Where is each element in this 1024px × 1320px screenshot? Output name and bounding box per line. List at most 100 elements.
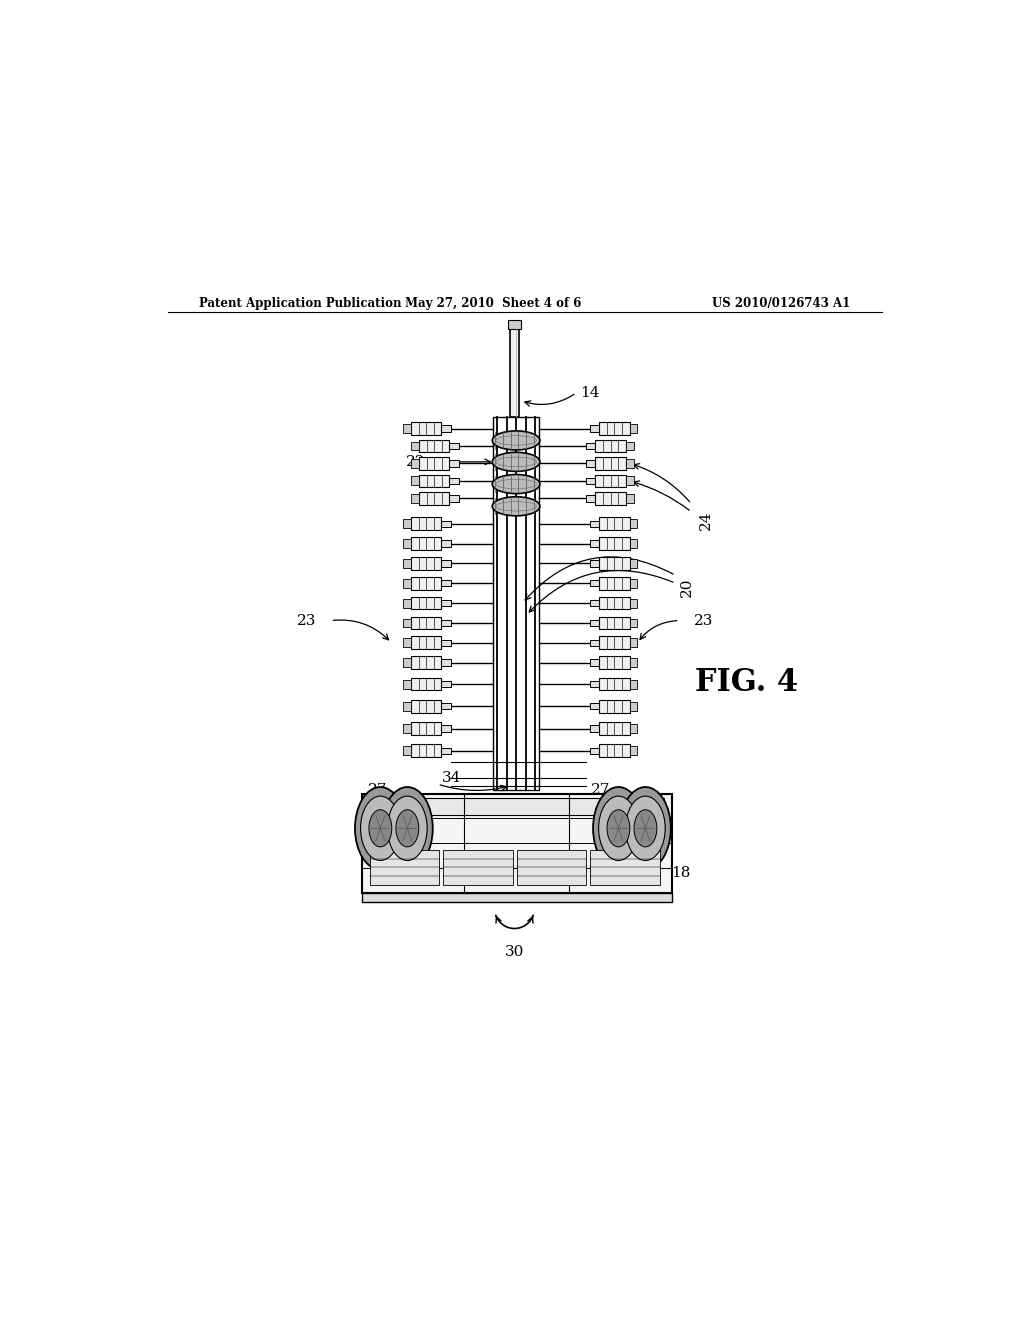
Bar (412, 744, 441, 758)
Bar (586, 478, 595, 484)
Bar (508, 319, 521, 329)
Bar (630, 424, 638, 433)
Bar (370, 797, 664, 816)
Bar (441, 640, 451, 645)
Bar (590, 640, 599, 645)
Bar (403, 702, 412, 710)
Bar (590, 579, 599, 586)
Bar (412, 722, 441, 735)
Bar (412, 537, 441, 550)
Text: May 27, 2010  Sheet 4 of 6: May 27, 2010 Sheet 4 of 6 (404, 297, 582, 310)
Bar (595, 440, 626, 453)
Bar (412, 459, 419, 467)
Bar (599, 636, 630, 649)
Bar (441, 747, 451, 754)
Text: 27: 27 (591, 783, 610, 796)
Bar (586, 461, 595, 466)
Bar (626, 441, 634, 450)
Bar (441, 560, 451, 566)
Text: 22: 22 (407, 455, 426, 469)
Bar (595, 475, 626, 487)
Bar (412, 494, 419, 503)
Bar (599, 597, 630, 610)
Text: 30: 30 (505, 945, 524, 960)
Ellipse shape (599, 796, 638, 861)
Bar (590, 425, 599, 432)
Bar (599, 744, 630, 758)
Ellipse shape (493, 453, 540, 471)
Bar (403, 619, 412, 627)
Bar (630, 558, 638, 568)
Bar (590, 681, 599, 688)
Bar (510, 329, 519, 417)
Bar (412, 477, 419, 486)
Bar (412, 577, 441, 590)
Bar (630, 702, 638, 710)
Bar (412, 656, 441, 669)
Text: 27: 27 (369, 783, 388, 796)
Bar (403, 680, 412, 689)
Bar (412, 677, 441, 690)
Bar (599, 577, 630, 590)
Bar (441, 725, 451, 731)
Text: 24: 24 (699, 510, 714, 529)
Ellipse shape (621, 787, 671, 870)
Text: 18: 18 (672, 866, 691, 880)
Bar (412, 616, 441, 630)
Bar (403, 424, 412, 433)
Bar (419, 457, 450, 470)
Bar (599, 656, 630, 669)
Ellipse shape (382, 787, 433, 870)
Ellipse shape (369, 809, 392, 847)
Bar (494, 417, 539, 789)
Bar (599, 422, 630, 434)
Bar (419, 475, 450, 487)
Bar (450, 495, 459, 502)
Bar (443, 850, 513, 884)
Text: US 2010/0126743 A1: US 2010/0126743 A1 (712, 297, 850, 310)
Bar (412, 700, 441, 713)
Bar (412, 557, 441, 570)
Text: 20: 20 (680, 577, 693, 597)
Bar (441, 579, 451, 586)
Bar (626, 494, 634, 503)
Ellipse shape (634, 809, 656, 847)
Bar (441, 660, 451, 665)
Bar (599, 722, 630, 735)
Bar (441, 520, 451, 527)
Bar (586, 495, 595, 502)
Bar (590, 540, 599, 546)
Bar (403, 558, 412, 568)
Bar (630, 599, 638, 607)
Bar (362, 793, 672, 892)
Bar (419, 440, 450, 453)
Text: 34: 34 (441, 771, 461, 784)
Bar (403, 659, 412, 667)
Bar (450, 461, 459, 466)
Bar (450, 442, 459, 449)
Bar (441, 704, 451, 709)
Bar (403, 539, 412, 548)
Ellipse shape (396, 809, 419, 847)
Bar (362, 892, 672, 903)
Bar (630, 659, 638, 667)
Text: 14: 14 (581, 385, 600, 400)
Bar (630, 639, 638, 647)
Bar (599, 700, 630, 713)
Bar (412, 517, 441, 531)
Bar (403, 746, 412, 755)
Bar (370, 850, 439, 884)
Ellipse shape (387, 796, 427, 861)
Bar (590, 620, 599, 626)
Text: 23: 23 (297, 614, 316, 627)
Ellipse shape (493, 430, 540, 450)
Ellipse shape (626, 796, 666, 861)
Bar (599, 616, 630, 630)
Bar (626, 477, 634, 486)
Bar (412, 422, 441, 434)
Bar (403, 519, 412, 528)
Bar (590, 520, 599, 527)
Bar (599, 677, 630, 690)
Bar (517, 850, 587, 884)
Bar (590, 560, 599, 566)
